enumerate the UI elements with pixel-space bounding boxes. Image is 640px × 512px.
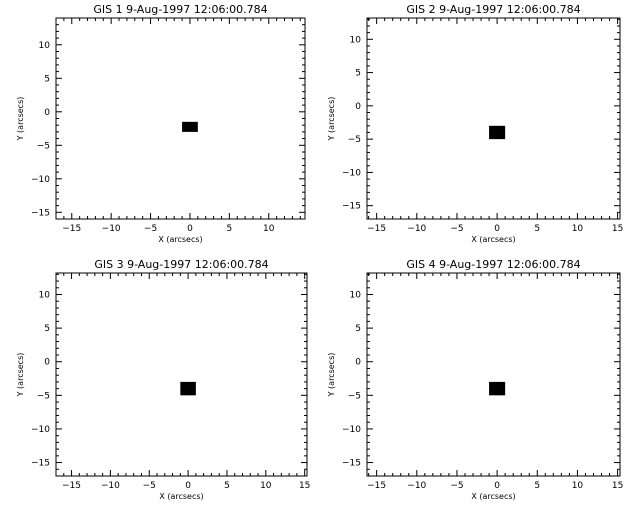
x-tick-label: 15 [612,224,623,234]
data-block [182,121,198,132]
y-axis-label: Y (arcsecs) [327,97,336,142]
chart-title: GIS 2 9-Aug-1997 12:06:00.784 [406,3,580,16]
x-tick-label: 10 [263,224,275,234]
chart-title: GIS 4 9-Aug-1997 12:06:00.784 [406,258,580,271]
y-tick-label: 5 [355,324,361,334]
x-axis-label: X (arcsecs) [158,235,202,244]
x-tick-label: −5 [144,224,157,234]
x-tick-label: −15 [367,481,386,491]
x-tick-label: 10 [572,481,584,491]
x-tick-label: −15 [62,481,81,491]
x-tick-label: 0 [494,224,500,234]
plot-frame [366,272,621,477]
x-tick-label: 15 [612,481,623,491]
y-tick-label: −5 [348,391,361,401]
y-tick-label: 0 [44,108,50,118]
y-tick-label: 5 [44,74,50,84]
data-block [489,125,506,140]
x-tick-label: −5 [450,224,463,234]
x-axis-label: X (arcsecs) [471,235,515,244]
x-tick-label: 5 [534,481,540,491]
x-tick-label: 10 [572,224,584,234]
y-tick-label: −10 [342,425,361,435]
x-tick-label: −10 [102,224,121,234]
panel-gis-4: GIS 4 9-Aug-1997 12:06:00.784 −15 −10 −5 0 5 1… [327,258,623,501]
x-tick-label: 0 [494,481,500,491]
y-tick-label: −15 [31,459,50,469]
x-tick-label: 5 [226,224,232,234]
x-axis-label: X (arcsecs) [471,492,515,501]
panel-gis-1: GIS 1 9-Aug-1997 12:06:00.784 −15 −10 −5 0 5 1… [16,3,306,244]
y-tick-label: −10 [31,425,50,435]
y-tick-label: −5 [37,391,50,401]
chart-title: GIS 1 9-Aug-1997 12:06:00.784 [93,3,267,16]
x-axis-label: X (arcsecs) [159,492,203,501]
y-axis-label: Y (arcsecs) [16,353,25,398]
chart-title: GIS 3 9-Aug-1997 12:06:00.784 [94,258,268,271]
y-tick-label: 0 [44,358,50,368]
y-tick-label: −5 [37,141,50,151]
plot-frame [366,17,621,220]
x-tick-label: −15 [367,224,386,234]
y-tick-label: −15 [342,459,361,469]
y-tick-label: −15 [342,202,361,212]
panel-gis-2: GIS 2 9-Aug-1997 12:06:00.784 −15 −10 −5 0 5 1… [327,3,623,244]
y-tick-label: −10 [31,175,50,185]
x-tick-label: 5 [534,224,540,234]
data-block [489,381,506,396]
y-tick-label: −10 [342,168,361,178]
data-block [180,381,196,396]
x-tick-label: 15 [299,481,310,491]
y-tick-label: −5 [348,135,361,145]
y-tick-label: 10 [350,291,362,301]
y-tick-label: 10 [350,35,362,45]
y-tick-label: 10 [39,41,51,51]
x-tick-label: 0 [185,481,191,491]
x-tick-label: −5 [450,481,463,491]
y-axis-label: Y (arcsecs) [16,97,25,142]
x-tick-label: −10 [407,224,426,234]
x-tick-label: −10 [101,481,120,491]
y-tick-label: 0 [355,102,361,112]
plot-frame [55,272,308,477]
x-tick-label: −10 [407,481,426,491]
y-tick-label: 0 [355,358,361,368]
x-tick-label: 10 [260,481,272,491]
y-tick-label: −15 [31,208,50,218]
x-tick-label: −15 [62,224,81,234]
y-tick-label: 10 [39,291,51,301]
x-tick-label: 5 [224,481,230,491]
x-tick-label: 0 [187,224,193,234]
y-tick-label: 5 [44,324,50,334]
panel-gis-3: GIS 3 9-Aug-1997 12:06:00.784 −15 −10 −5 0 5 1… [16,258,310,501]
x-tick-label: −5 [143,481,156,491]
plot-frame [55,17,306,220]
y-tick-label: 5 [355,69,361,79]
y-axis-label: Y (arcsecs) [327,353,336,398]
